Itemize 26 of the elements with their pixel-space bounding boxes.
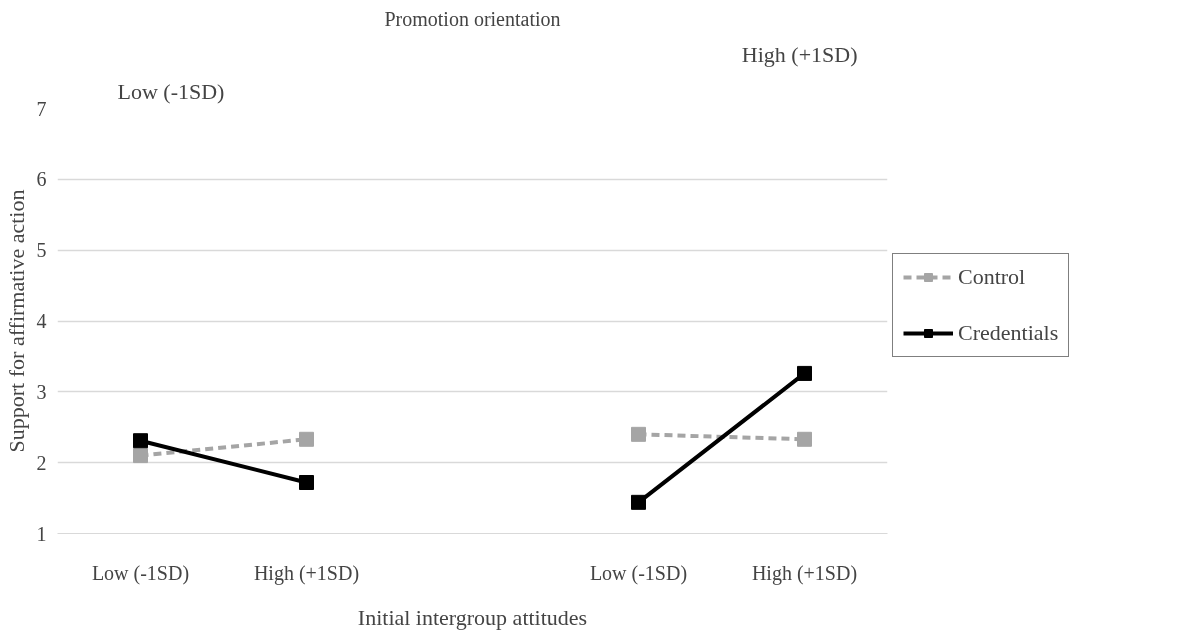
x-tick-label: Low (-1SD) [589, 561, 688, 585]
point [133, 448, 148, 464]
y-tick-label: 2 [36, 451, 47, 474]
text: Low (-1SD) [117, 78, 225, 104]
x-tick-label: High (+1SD) [253, 561, 360, 585]
point [797, 431, 812, 447]
point [797, 365, 812, 381]
point [631, 426, 646, 442]
chart-title: Promotion orientation [384, 7, 561, 30]
x-tick-label: High (+1SD) [751, 561, 858, 585]
y-axis-title: Support for affirmative action [3, 189, 29, 453]
y-tick-label: 7 [36, 97, 47, 120]
x-tick-label: Low (-1SD) [91, 561, 190, 585]
y-tick-label: 3 [36, 380, 47, 403]
y-tick-label: 5 [36, 239, 47, 262]
y-tick-label: 1 [36, 522, 47, 545]
point [299, 431, 314, 447]
y-tick-label: 4 [36, 310, 47, 332]
legend-label: Control [958, 263, 1026, 290]
point [631, 494, 646, 510]
x-axis-title: Initial intergroup attitudes [357, 604, 588, 630]
legend-label: Credentials [958, 319, 1059, 346]
y-tick-label: 6 [36, 168, 47, 191]
text: High (+1SD) [741, 41, 858, 67]
point [299, 475, 314, 490]
point [133, 433, 148, 449]
